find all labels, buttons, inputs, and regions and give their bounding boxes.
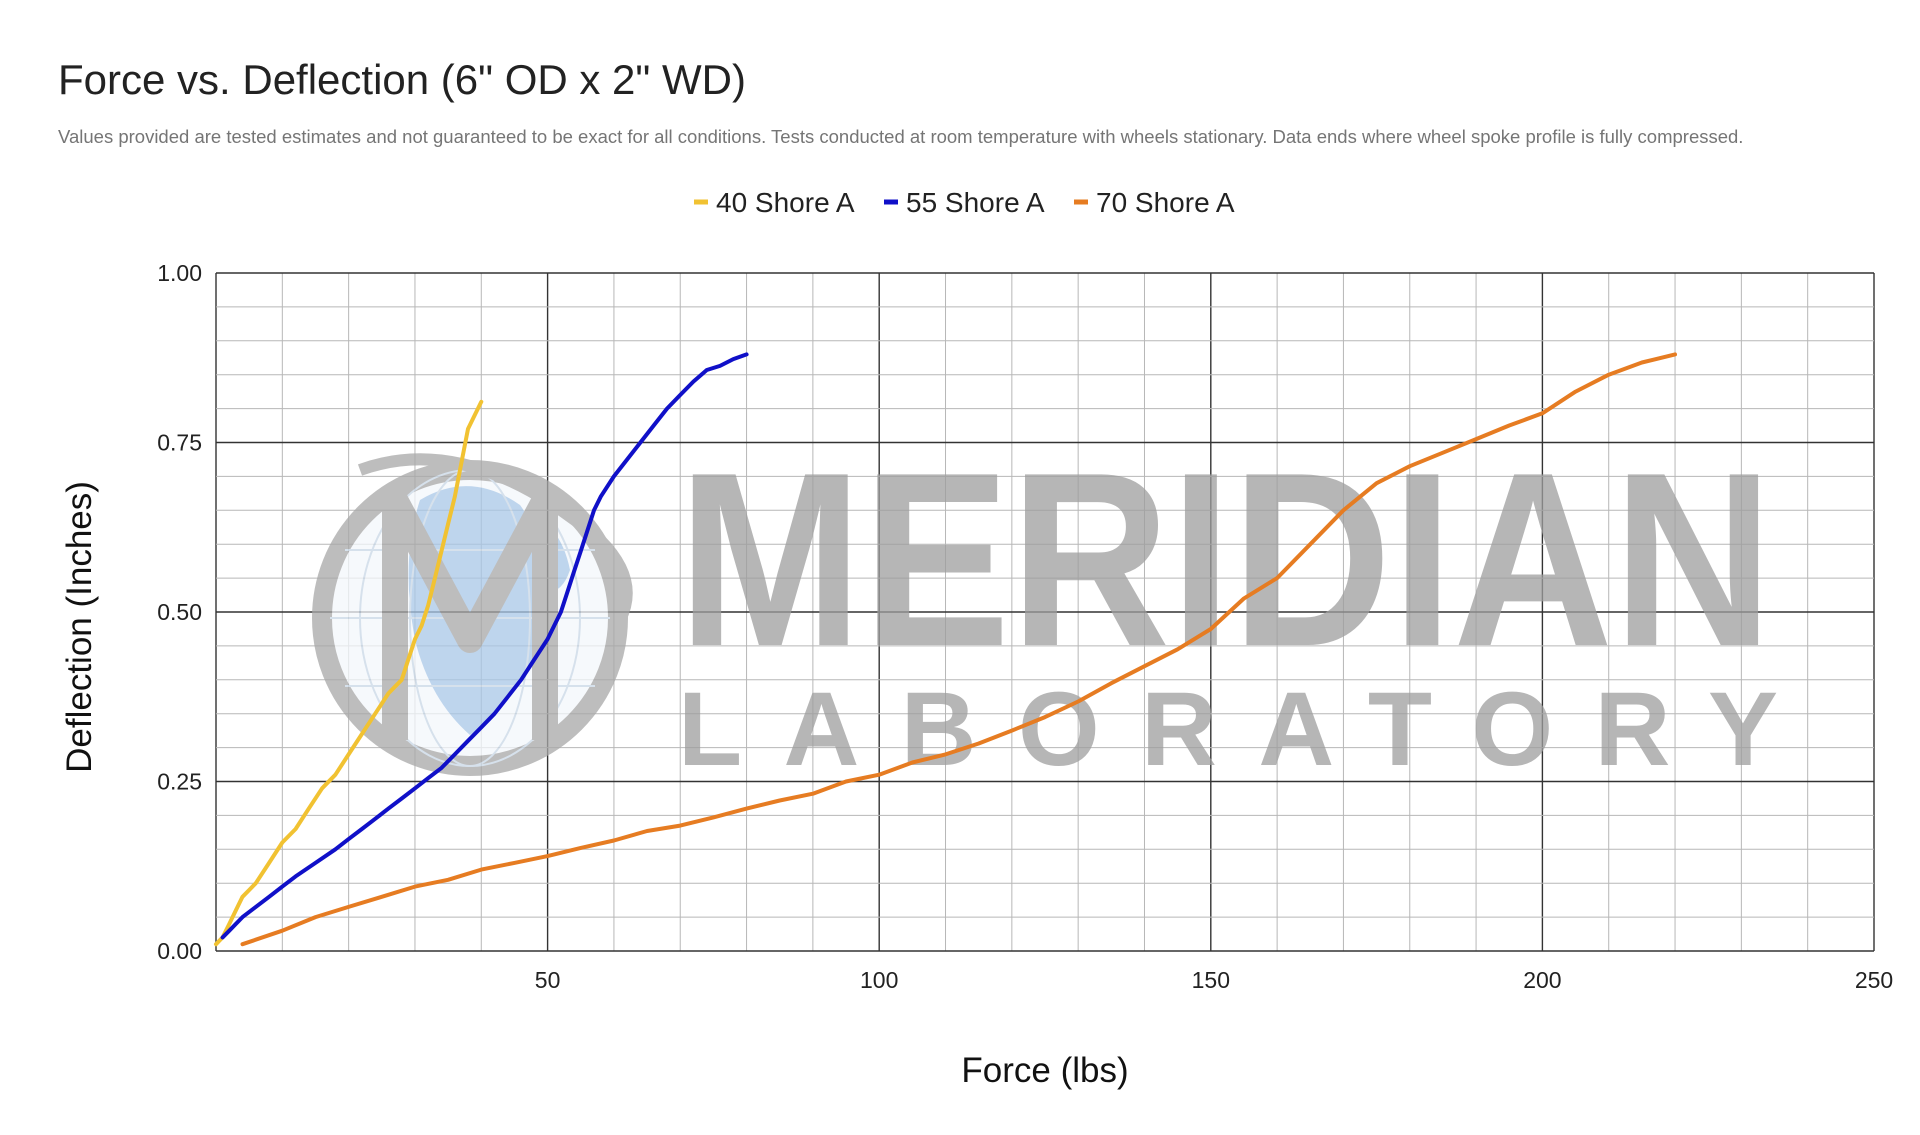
y-tick-label: 0.50 [157,599,202,625]
legend-label: 70 Shore A [1096,187,1235,218]
series-lines [214,352,1677,947]
watermark-brand: MERIDIAN [678,420,1773,698]
series-line-1 [214,399,484,947]
chart-subtitle: Values provided are tested estimates and… [58,126,1744,147]
x-tick-label: 50 [535,967,561,993]
y-tick-label: 0.00 [157,938,202,964]
y-axis-title: Deflection (Inches) [60,481,99,773]
series-line-3 [240,352,1677,947]
watermark: MERIDIAN LABORATORY [312,420,1778,788]
legend-item: 40 Shore A [694,187,855,218]
tick-labels: 50 100 150 200 250 0.00 0.25 0.50 0.75 1.00 [157,260,1893,993]
y-tick-label: 0.75 [157,430,202,456]
x-tick-label: 200 [1523,967,1561,993]
x-tick-label: 100 [860,967,898,993]
y-tick-label: 0.25 [157,769,202,795]
legend-label: 55 Shore A [906,187,1045,218]
x-tick-label: 250 [1855,967,1893,993]
y-tick-label: 1.00 [157,260,202,286]
globe-m-logo-icon [312,453,633,776]
chart-title: Force vs. Deflection (6" OD x 2" WD) [58,56,746,103]
x-tick-label: 150 [1192,967,1230,993]
legend-item: 55 Shore A [884,187,1045,218]
legend: 40 Shore A 55 Shore A 70 Shore A [694,187,1235,218]
x-axis-title: Force (lbs) [961,1051,1128,1090]
legend-item: 70 Shore A [1074,187,1235,218]
legend-label: 40 Shore A [716,187,855,218]
series-line-2 [220,352,749,940]
